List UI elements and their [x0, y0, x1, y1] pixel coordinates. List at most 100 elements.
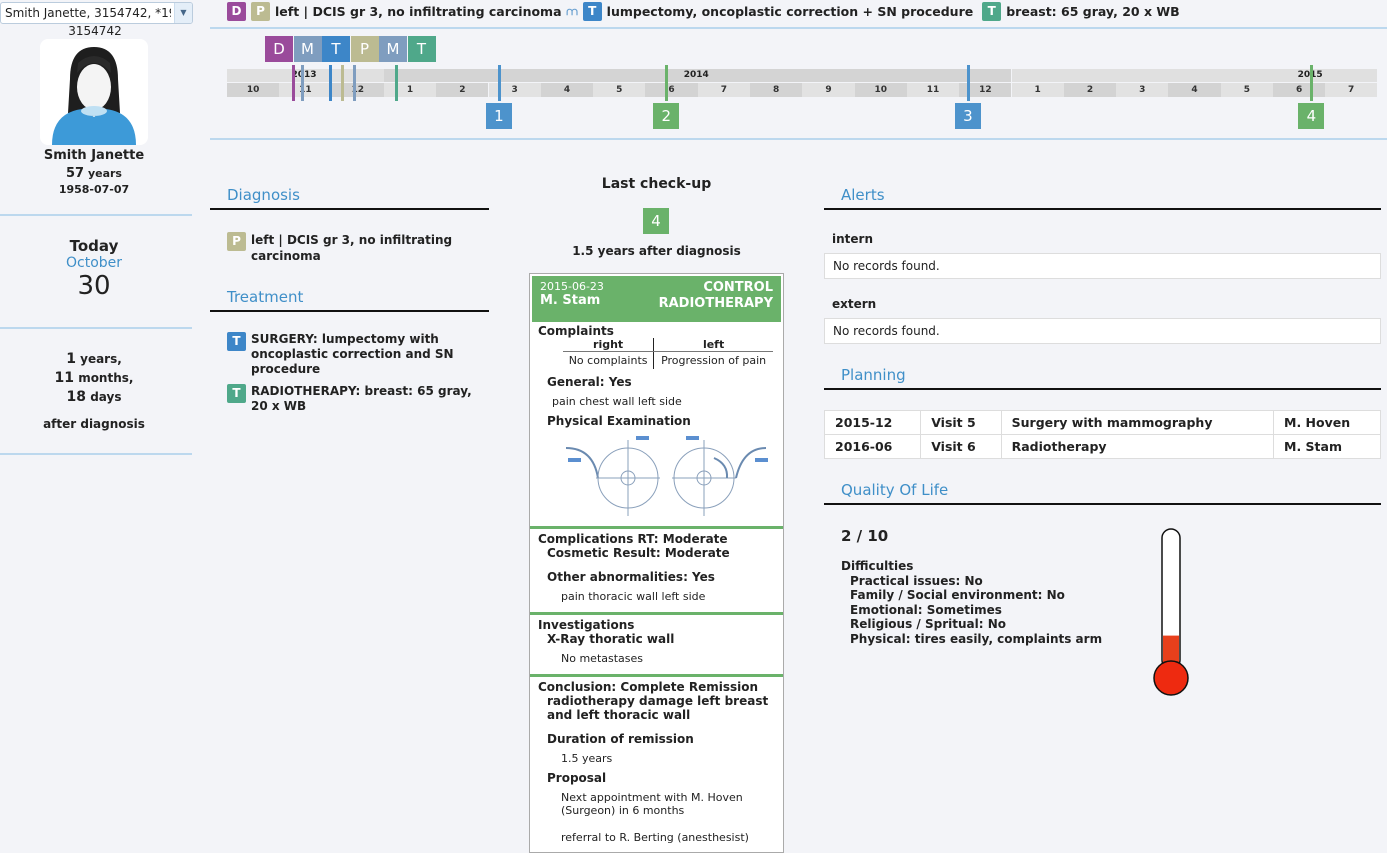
alerts-intern-empty: No records found.	[824, 253, 1381, 279]
table-row[interactable]: 2015-12 Visit 5 Surgery with mammography M.…	[823, 410, 1381, 435]
time-since-diagnosis: 1 years, 11 months, 18 days after diagno…	[0, 350, 188, 434]
right-header: right	[563, 338, 655, 352]
days-label: days	[90, 390, 122, 404]
breast-diagram	[565, 436, 768, 516]
diagnosis-text: left | DCIS gr 3, no infiltrating carcin…	[251, 233, 453, 263]
timeline[interactable]: 2013201420151011121234567891011121234567…	[0, 0, 1387, 140]
years-value: 1	[66, 351, 76, 367]
complaints-heading: Complaints	[538, 324, 614, 338]
patient-id: 3154742	[68, 24, 122, 38]
timeline-event-marker[interactable]	[341, 65, 345, 101]
checkup-doctor: M. Stam	[540, 293, 601, 308]
conclusion-text: radiotherapy damage left breast and left…	[547, 694, 769, 722]
treatment-item[interactable]: T SURGERY: lumpectomy with oncoplastic co…	[227, 332, 489, 377]
timeline-month: 3	[488, 83, 541, 97]
timeline-month: 2	[436, 83, 489, 97]
timeline-tag-P[interactable]: P	[350, 36, 379, 62]
checkup-marker[interactable]: 2	[653, 103, 680, 129]
days-value: 18	[66, 389, 86, 405]
checkup-marker[interactable]: 3	[954, 103, 981, 129]
timeline-tag-M[interactable]: M	[293, 36, 322, 62]
timeline-month: 7	[697, 83, 750, 97]
lymph-node-icon: ⩋	[566, 4, 578, 18]
general-heading: General: Yes	[547, 375, 632, 389]
checkup-type: CONTROL	[703, 280, 773, 295]
checkup-marker[interactable]: 4	[1298, 103, 1325, 129]
planning-doctor: M. Hoven	[1273, 410, 1381, 435]
timeline-month: 12	[331, 83, 384, 97]
timeline-month: 12	[959, 83, 1012, 97]
timeline-month: 11	[279, 83, 332, 97]
physical-exam-heading: Physical Examination	[547, 414, 691, 428]
qol-thermometer	[1153, 528, 1189, 696]
checkup-date: 2015-06-23	[540, 280, 604, 293]
right-complaint: No complaints	[563, 351, 655, 369]
other-text: pain thoracic wall left side	[561, 590, 706, 603]
timeline-month: 1	[383, 83, 437, 97]
timeline-month: 1	[1011, 83, 1064, 97]
proposal-heading: Proposal	[547, 771, 607, 785]
checkup-after-diagnosis: 1.5 years after diagnosis	[572, 244, 741, 258]
qol-difficulties: Difficulties Practical issues: No Family …	[841, 559, 1381, 646]
diagnosis-item[interactable]: P left | DCIS gr 3, no infiltrating carc…	[227, 232, 489, 264]
timeline-tag-D[interactable]: D	[265, 36, 293, 62]
planning-visit: Visit 6	[920, 434, 1002, 459]
divider	[0, 453, 192, 455]
treatment-text: RADIOTHERAPY: breast: 65 gray, 20 x WB	[251, 384, 472, 413]
today-month: October	[65, 255, 123, 271]
checkup-card-header: 2015-06-23 M. Stam CONTROL RADIOTHERAPY	[532, 276, 781, 322]
timeline-year-band	[227, 69, 384, 82]
cosmetic-result: Cosmetic Result: Moderate	[547, 546, 730, 560]
planning-date: 2016-06	[823, 434, 922, 459]
planning-title: Planning	[824, 366, 1381, 390]
timeline-month: 8	[750, 83, 803, 97]
patient-select-value: Smith Janette, 3154742, *1958-07-07	[5, 6, 171, 20]
proposal-text: referral to R. Berting (anesthesist)	[561, 831, 749, 844]
patient-age: 57 years	[0, 165, 188, 181]
investigations-heading: Investigations	[538, 618, 635, 632]
months-label: months,	[78, 371, 134, 385]
planning-visit: Visit 5	[920, 410, 1002, 435]
difficulty-item: Practical issues: No	[850, 573, 983, 588]
planning-doctor: M. Stam	[1273, 434, 1381, 459]
timeline-event-marker[interactable]	[292, 65, 296, 101]
timeline-event-marker[interactable]	[353, 65, 357, 101]
alerts-extern-empty: No records found.	[824, 318, 1381, 344]
checkup-marker[interactable]: 1	[485, 103, 512, 129]
checkup-marker-line	[1310, 65, 1314, 101]
difficulty-item: Family / Social environment: No	[850, 588, 1065, 602]
timeline-event-marker[interactable]	[328, 65, 332, 101]
years-label: years,	[80, 352, 122, 366]
planning-date: 2015-12	[823, 410, 922, 435]
treatment-item[interactable]: T RADIOTHERAPY: breast: 65 gray, 20 x WB	[227, 384, 489, 414]
timeline-month: 10	[854, 83, 907, 97]
divider	[0, 214, 192, 216]
checkup-marker-line	[966, 65, 970, 101]
patient-select[interactable]: Smith Janette, 3154742, *1958-07-07▼	[0, 2, 193, 24]
timeline-tag-T[interactable]: T	[322, 36, 350, 62]
timeline-month: 11	[906, 83, 960, 97]
today-label: Today	[69, 237, 119, 255]
timeline-event-marker[interactable]	[395, 65, 399, 101]
divider	[0, 327, 192, 329]
general-text: pain chest wall left side	[552, 395, 682, 408]
checkup-number-badge[interactable]: 4	[643, 208, 669, 234]
timeline-tag-M[interactable]: M	[379, 36, 407, 62]
summary-surgery: lumpectomy, oncoplastic correction + SN …	[606, 4, 974, 19]
timeline-year-label: 2013	[291, 70, 317, 80]
summary-diagnosis: left | DCIS gr 3, no infiltrating carcin…	[275, 4, 562, 19]
timeline-month: 10	[227, 83, 280, 97]
difficulties-heading: Difficulties	[841, 559, 914, 573]
timeline-event-marker[interactable]	[300, 65, 304, 101]
pathology-badge: P	[227, 232, 246, 251]
chevron-down-icon[interactable]: ▼	[174, 3, 192, 23]
months-value: 11	[54, 370, 74, 386]
timeline-tag-T[interactable]: T	[407, 36, 436, 62]
table-row[interactable]: 2016-06 Visit 6 Radiotherapy M. Stam	[823, 434, 1381, 459]
checkup-type: RADIOTHERAPY	[658, 296, 773, 311]
proposal-text: Next appointment with M. Hoven (Surgeon)…	[561, 791, 743, 817]
timeline-year-label: 2014	[683, 70, 709, 80]
alerts-intern-label: intern	[832, 232, 873, 246]
checkup-card: 2015-06-23 M. Stam CONTROL RADIOTHERAPY C…	[529, 273, 784, 853]
qol-score: 2 / 10	[841, 527, 889, 545]
